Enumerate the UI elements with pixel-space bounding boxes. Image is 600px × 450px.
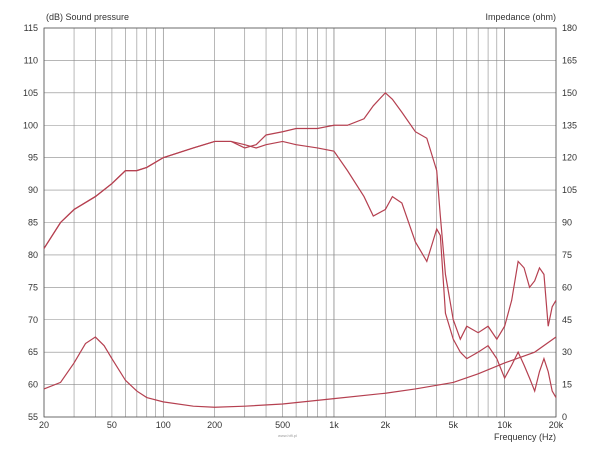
y-tick-label-left: 85 xyxy=(28,218,38,228)
watermark: www.hifi.pl xyxy=(278,433,297,438)
grid xyxy=(43,27,557,418)
sound-pressure-curve-2 xyxy=(43,91,557,341)
y-tick-label-right: 180 xyxy=(562,23,577,33)
y-tick-label-right: 30 xyxy=(562,347,572,357)
x-tick-label: 500 xyxy=(275,420,290,430)
impedance-curve xyxy=(43,336,557,408)
x-tick-label: 20k xyxy=(549,420,564,430)
y-tick-label-right: 60 xyxy=(562,282,572,292)
x-tick-label: 1k xyxy=(329,420,339,430)
y-tick-label-left: 100 xyxy=(23,120,38,130)
x-tick-label: 200 xyxy=(207,420,222,430)
y-tick-label-right: 15 xyxy=(562,380,572,390)
y-tick-label-right: 165 xyxy=(562,55,577,65)
x-tick-label: 50 xyxy=(107,420,117,430)
y-tick-label-left: 80 xyxy=(28,250,38,260)
y-tick-label-right: 150 xyxy=(562,88,577,98)
x-axis-title: Frequency (Hz) xyxy=(494,432,556,442)
y-tick-label-left: 95 xyxy=(28,153,38,163)
y-tick-label-left: 105 xyxy=(23,88,38,98)
tick-labels: 20 50 100 200 500 1k 2k 5k 10k 20k 55 60 65 70 75 80 85 9… xyxy=(23,23,577,430)
y-tick-label-left: 75 xyxy=(28,282,38,292)
y-tick-label-right: 90 xyxy=(562,218,572,228)
y-tick-label-left: 55 xyxy=(28,412,38,422)
sound-pressure-curve-1 xyxy=(43,140,557,398)
series xyxy=(43,91,557,408)
y-tick-label-left: 110 xyxy=(24,55,38,65)
y-tick-label-left: 90 xyxy=(28,185,38,195)
y-tick-label-left: 60 xyxy=(28,380,38,390)
x-tick-label: 5k xyxy=(448,420,458,430)
y-tick-label-left: 65 xyxy=(28,347,38,357)
x-tick-label: 20 xyxy=(39,420,49,430)
y-tick-label-right: 120 xyxy=(562,153,577,163)
y-tick-label-left: 70 xyxy=(28,315,38,325)
x-tick-label: 10k xyxy=(497,420,512,430)
y-tick-label-right: 105 xyxy=(562,185,577,195)
y-axis-left-title: (dB) Sound pressure xyxy=(46,12,129,22)
y-axis-right-title: Impedance (ohm) xyxy=(485,12,556,22)
x-tick-label: 100 xyxy=(156,420,171,430)
y-tick-label-left: 115 xyxy=(24,23,38,33)
x-tick-label: 2k xyxy=(381,420,391,430)
y-tick-label-right: 135 xyxy=(562,120,577,130)
y-tick-label-right: 0 xyxy=(562,412,567,422)
y-tick-label-right: 75 xyxy=(562,250,572,260)
y-tick-label-right: 45 xyxy=(562,315,572,325)
plot-frame xyxy=(43,27,557,418)
